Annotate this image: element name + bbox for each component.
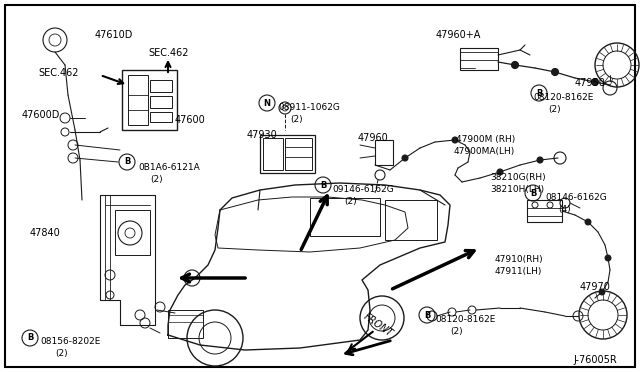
- Text: 0B1A6-6121A: 0B1A6-6121A: [138, 163, 200, 172]
- Text: 47930: 47930: [247, 130, 278, 140]
- Circle shape: [452, 137, 458, 143]
- Text: B: B: [320, 180, 326, 189]
- Text: 08120-8162E: 08120-8162E: [533, 93, 593, 102]
- Text: B: B: [424, 311, 430, 320]
- Text: 47911(LH): 47911(LH): [495, 267, 542, 276]
- Text: 08911-1062G: 08911-1062G: [278, 103, 340, 112]
- Text: 09146-6162G: 09146-6162G: [332, 185, 394, 194]
- Text: B: B: [530, 189, 536, 198]
- Text: 47900M (RH): 47900M (RH): [456, 135, 515, 144]
- Circle shape: [552, 68, 559, 76]
- Text: (2): (2): [344, 197, 356, 206]
- Bar: [310, 198, 380, 236]
- Text: 47610D: 47610D: [95, 30, 133, 40]
- Circle shape: [599, 289, 605, 295]
- Bar: [285, 138, 312, 170]
- Text: 08146-6162G: 08146-6162G: [545, 193, 607, 202]
- Text: (2): (2): [55, 349, 68, 358]
- Text: (2): (2): [450, 327, 463, 336]
- Text: (4): (4): [558, 205, 571, 214]
- Bar: [168, 310, 203, 338]
- Bar: [375, 140, 393, 165]
- Text: 47910(RH): 47910(RH): [495, 255, 543, 264]
- Text: B: B: [27, 334, 33, 343]
- Text: 47960+A: 47960+A: [436, 30, 481, 40]
- Text: N: N: [264, 99, 271, 108]
- Text: 47900MA(LH): 47900MA(LH): [454, 147, 515, 156]
- Text: 08156-8202E: 08156-8202E: [40, 337, 100, 346]
- Text: 08120-8162E: 08120-8162E: [435, 315, 495, 324]
- Circle shape: [537, 157, 543, 163]
- Circle shape: [402, 155, 408, 161]
- Text: 47600: 47600: [175, 115, 205, 125]
- Circle shape: [605, 255, 611, 261]
- Text: (2): (2): [548, 105, 561, 114]
- Bar: [115, 210, 150, 255]
- Circle shape: [511, 61, 518, 68]
- Bar: [150, 112, 172, 122]
- Text: SEC.462: SEC.462: [148, 48, 189, 58]
- Text: 47960: 47960: [358, 133, 388, 143]
- Text: 47950: 47950: [575, 78, 606, 88]
- Bar: [122, 70, 177, 130]
- Bar: [527, 200, 562, 222]
- Circle shape: [585, 219, 591, 225]
- Text: 47840: 47840: [30, 228, 61, 238]
- Text: (2): (2): [290, 115, 303, 124]
- Text: FRONT: FRONT: [362, 311, 394, 339]
- Bar: [263, 138, 283, 170]
- Text: 47970: 47970: [580, 282, 611, 292]
- Circle shape: [591, 78, 598, 86]
- Bar: [260, 135, 315, 173]
- Text: 38210G(RH): 38210G(RH): [490, 173, 546, 182]
- Text: SEC.462: SEC.462: [38, 68, 79, 78]
- Circle shape: [497, 169, 503, 175]
- Bar: [385, 200, 437, 240]
- Text: 38210H(LH): 38210H(LH): [490, 185, 544, 194]
- Text: B: B: [536, 89, 542, 97]
- Text: J-76005R: J-76005R: [573, 355, 617, 365]
- Bar: [460, 48, 498, 70]
- Bar: [128, 75, 148, 125]
- Text: B: B: [124, 157, 130, 167]
- Bar: [150, 80, 172, 92]
- Text: (2): (2): [150, 175, 163, 184]
- Bar: [150, 96, 172, 108]
- Text: 47600D: 47600D: [22, 110, 60, 120]
